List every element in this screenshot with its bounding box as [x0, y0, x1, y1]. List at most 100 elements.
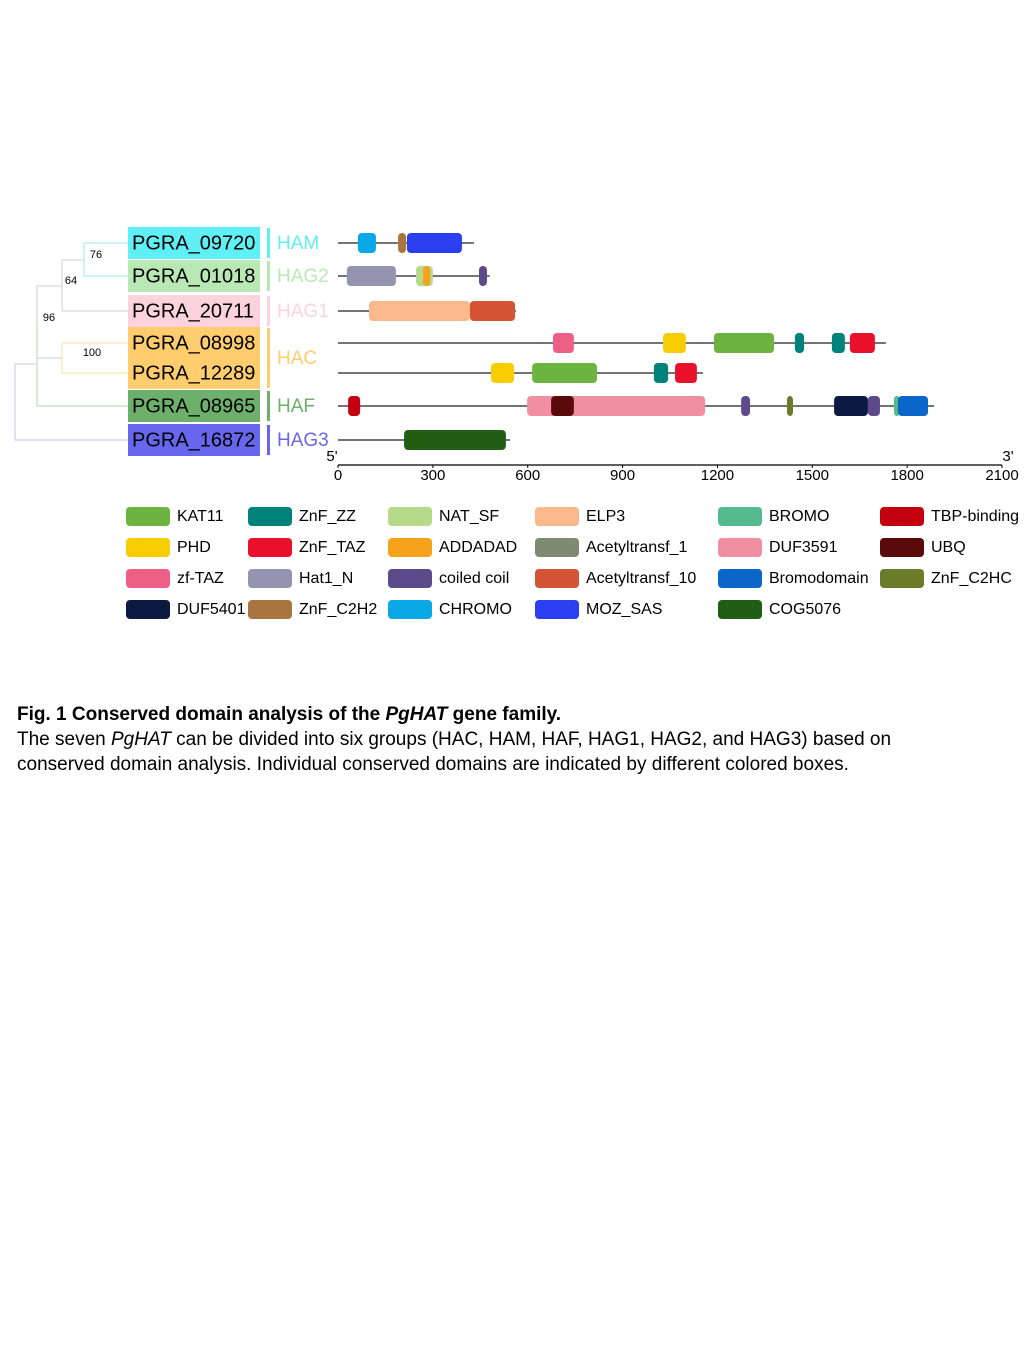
tree-branch — [36, 322, 128, 407]
domain — [551, 396, 574, 416]
domain — [653, 363, 669, 383]
legend-label: zf-TAZ — [177, 570, 224, 587]
legend-label: ADDADAD — [439, 539, 517, 556]
caption-title: Fig. 1 Conserved domain analysis of the … — [17, 702, 977, 727]
tick-label: 1500 — [796, 467, 829, 484]
legend-label: NAT_SF — [439, 508, 499, 525]
tick-label: 900 — [610, 467, 635, 484]
legend-swatch — [248, 569, 292, 588]
legend-swatch — [535, 538, 579, 557]
domain — [831, 333, 845, 353]
group-name: HAG1 — [277, 301, 329, 322]
domain — [794, 333, 805, 353]
gene-box — [128, 357, 260, 389]
domain — [346, 266, 396, 286]
gene-name: PGRA_20711 — [132, 300, 254, 322]
legend-swatch — [535, 569, 579, 588]
axis-end-label: 5' — [326, 448, 337, 465]
legend-swatch — [388, 507, 432, 526]
domain — [553, 333, 574, 353]
legend-swatch — [388, 569, 432, 588]
gene-box — [128, 295, 260, 327]
gene-name: PGRA_16872 — [132, 429, 255, 451]
legend-label: Acetyltransf_10 — [586, 570, 696, 587]
gene-box — [128, 424, 260, 456]
domain — [663, 333, 686, 353]
legend-label: PHD — [177, 539, 211, 556]
group-name: HAG3 — [277, 430, 329, 451]
legend-swatch — [718, 538, 762, 557]
group-bar — [267, 425, 270, 455]
legend-swatch — [880, 538, 924, 557]
group-name: HAF — [277, 396, 315, 417]
legend-label: Bromodomain — [769, 570, 869, 587]
legend-swatch — [126, 507, 170, 526]
legend-swatch — [880, 569, 924, 588]
bootstrap: 100 — [83, 347, 101, 359]
legend-label: MOZ_SAS — [586, 601, 662, 618]
legend-swatch — [535, 507, 579, 526]
caption-text: can be divided into six groups (HAC, HAM… — [17, 729, 892, 775]
legend-swatch — [388, 538, 432, 557]
legend-label: TBP-binding — [931, 508, 1019, 525]
tree — [14, 242, 128, 441]
legend-swatch — [126, 538, 170, 557]
legend-label: KAT11 — [177, 508, 224, 525]
domain — [423, 266, 431, 286]
tick-label: 0 — [334, 467, 342, 484]
legend-label: COG5076 — [769, 601, 841, 618]
legend-swatch — [126, 600, 170, 619]
domain — [491, 363, 515, 383]
gene-name: PGRA_08998 — [132, 332, 255, 354]
gene-box — [128, 227, 260, 259]
caption-text: Fig. 1 Conserved domain analysis of the — [17, 704, 386, 725]
axis-end-label: 3' — [1002, 448, 1013, 465]
domain — [834, 396, 868, 416]
gene-box — [128, 260, 260, 292]
gene-name: PGRA_01018 — [132, 265, 255, 287]
domain — [532, 363, 597, 383]
gene-name: PGRA_08965 — [132, 395, 255, 417]
domain — [368, 301, 470, 321]
bootstrap: 64 — [65, 275, 77, 287]
legend-swatch — [880, 507, 924, 526]
group-name: HAG2 — [277, 266, 329, 287]
group-bar — [267, 391, 270, 421]
gene-name: PGRA_12289 — [132, 362, 255, 384]
legend-label: UBQ — [931, 539, 966, 556]
legend-label: ELP3 — [586, 508, 625, 525]
domain — [348, 396, 361, 416]
group-bar — [267, 261, 270, 291]
caption-body: The seven PgHAT can be divided into six … — [17, 727, 977, 777]
domain — [469, 301, 516, 321]
domain — [357, 233, 376, 253]
tick-label: 1200 — [701, 467, 734, 484]
group-bar — [267, 328, 270, 388]
domain — [713, 333, 775, 353]
legend-label: Hat1_N — [299, 570, 353, 587]
legend-label: ZnF_C2HC — [931, 570, 1012, 587]
domain — [849, 333, 875, 353]
legend-swatch — [535, 600, 579, 619]
domain — [741, 396, 750, 416]
caption: Fig. 1 Conserved domain analysis of the … — [17, 702, 977, 777]
gene-name: PGRA_09720 — [132, 232, 255, 254]
group-bar — [267, 228, 270, 258]
legend-label: ZnF_C2H2 — [299, 601, 377, 618]
legend-label: ZnF_ZZ — [299, 508, 356, 525]
bootstrap: 96 — [43, 312, 55, 324]
legend-label: CHROMO — [439, 601, 512, 618]
legend-swatch — [248, 538, 292, 557]
legend-swatch — [718, 569, 762, 588]
legend-label: DUF5401 — [177, 601, 246, 618]
legend-swatch — [248, 507, 292, 526]
domain — [406, 233, 462, 253]
legend-swatch — [388, 600, 432, 619]
caption-text: gene family. — [447, 704, 562, 725]
legend-label: BROMO — [769, 508, 829, 525]
tick-label: 300 — [420, 467, 445, 484]
legend-swatch — [248, 600, 292, 619]
domain — [398, 233, 406, 253]
legend-label: coiled coil — [439, 570, 509, 587]
